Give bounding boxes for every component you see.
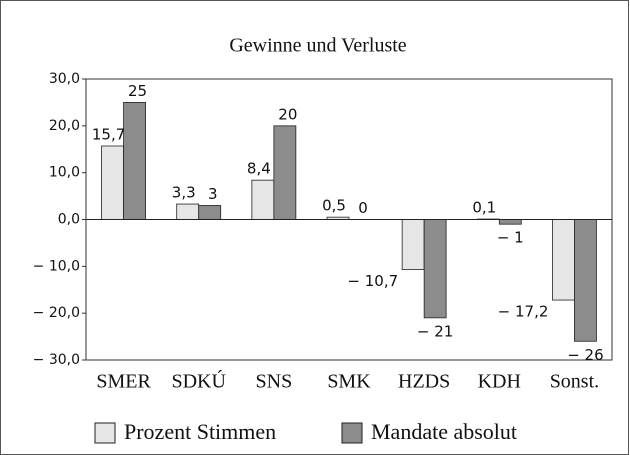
legend-swatch [94,422,116,444]
bar [123,102,146,220]
y-tick-label: − 20,0 [33,305,80,321]
data-label: 15,7 [92,125,125,143]
x-tick-label: HZDS [398,371,450,393]
bar [552,219,575,301]
y-tick-label: − 10,0 [33,258,80,274]
data-label: 3 [208,185,218,203]
y-tick-label: 20,0 [49,118,80,134]
bar [401,219,425,271]
data-label: 25 [128,82,147,100]
bar [198,205,222,220]
x-tick-label: SNS [256,371,293,393]
legend-label: Mandate absolut [371,419,517,444]
bar [101,145,124,220]
bar [423,219,447,319]
data-label: 20 [278,105,297,123]
data-label: − 26 [567,346,603,364]
data-label: − 17,2 [498,303,549,321]
x-tick-label: Sonst. [550,371,599,393]
x-tick-label: SMK [327,371,371,393]
legend-swatch [341,422,363,444]
bar [176,203,200,220]
data-label: 0 [358,199,368,217]
data-label: − 10,7 [347,272,398,290]
y-tick-label: − 30,0 [33,352,80,368]
data-label: 0,1 [472,199,496,217]
y-tick-label: 10,0 [49,165,80,181]
data-label: − 1 [497,229,524,247]
x-tick-label: SMER [96,371,151,393]
data-label: 3,3 [172,184,196,202]
bar [251,179,275,220]
chart-title: Gewinne und Verluste [229,35,406,57]
legend-label: Prozent Stimmen [124,419,276,444]
y-tick-label: 0,0 [58,212,80,228]
x-tick-label: SDKÚ [171,369,226,393]
bar [574,219,597,342]
bar [498,219,522,225]
data-label: 8,4 [247,160,271,178]
data-label: − 21 [417,322,453,340]
x-tick-label: KDH [478,371,521,393]
y-tick-label: 30,0 [49,71,80,87]
bar [273,125,297,220]
data-label: 0,5 [322,197,346,215]
